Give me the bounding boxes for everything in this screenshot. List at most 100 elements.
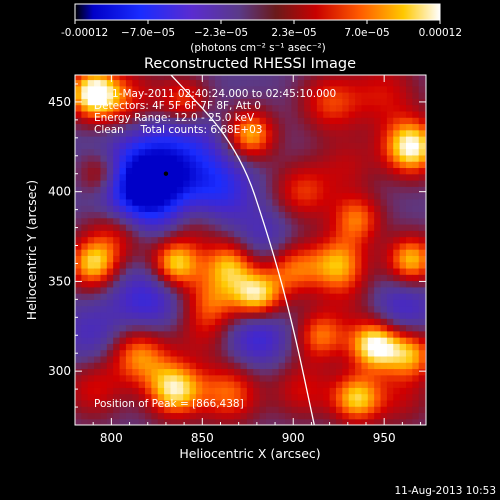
heatmap-cell [329, 136, 337, 143]
heatmap-cell [412, 98, 420, 106]
heatmap-cell [323, 110, 331, 118]
heatmap-cell [323, 198, 331, 206]
heatmap-cell [412, 293, 420, 300]
heatmap-cell [304, 311, 312, 319]
heatmap-cell [361, 406, 369, 414]
heatmap-cell [386, 349, 394, 357]
heatmap-cell [75, 205, 82, 213]
heatmap-cell [151, 75, 159, 81]
heatmap-cell [202, 173, 210, 181]
heatmap-cell [259, 92, 267, 99]
heatmap-cell [183, 136, 191, 143]
heatmap-cell [278, 362, 286, 370]
heatmap-cell [183, 117, 191, 125]
heatmap-cell [355, 129, 363, 137]
heatmap-cell [176, 186, 184, 194]
heatmap-cell [399, 368, 407, 376]
heatmap-cell [285, 79, 293, 87]
heatmap-cell [367, 324, 375, 332]
heatmap-cell [316, 123, 324, 131]
heatmap-cell [119, 368, 127, 376]
heatmap-cell [304, 324, 312, 332]
heatmap-cell [227, 217, 235, 225]
heatmap-cell [386, 293, 394, 300]
heatmap-cell [361, 280, 369, 288]
heatmap-cell [234, 92, 242, 99]
heatmap-cell [304, 129, 312, 137]
heatmap-cell [208, 75, 216, 81]
heatmap-cell [240, 205, 248, 213]
heatmap-cell [285, 311, 293, 319]
heatmap-cell [259, 161, 267, 169]
heatmap-cell [240, 117, 248, 125]
heatmap-cell [221, 343, 229, 351]
colorbar-units: (photons cm⁻² s⁻¹ asec⁻²) [190, 42, 325, 54]
heatmap-cell [355, 255, 363, 263]
heatmap-cell [399, 230, 407, 238]
heatmap-cell [342, 299, 350, 307]
heatmap-cell [138, 230, 146, 238]
heatmap-cell [297, 117, 305, 125]
heatmap-cell [145, 205, 152, 213]
heatmap-cell [81, 211, 89, 219]
heatmap-cell [393, 406, 401, 414]
heatmap-cell [272, 236, 280, 244]
heatmap-cell [157, 110, 165, 118]
heatmap-cell [170, 280, 178, 288]
heatmap-cell [310, 324, 318, 332]
heatmap-cell [215, 148, 223, 156]
heatmap-cell [418, 92, 426, 99]
heatmap-cell [253, 374, 261, 382]
heatmap-cell [386, 299, 394, 307]
heatmap-cell [304, 399, 312, 407]
heatmap-cell [183, 355, 191, 363]
heatmap-cell [208, 117, 216, 125]
heatmap-cell [170, 167, 178, 175]
heatmap-cell [399, 305, 407, 313]
heatmap-cell [380, 117, 388, 125]
heatmap-cell [265, 104, 273, 112]
heatmap-cell [355, 198, 363, 206]
heatmap-cell [240, 85, 248, 93]
heatmap-cell [106, 98, 114, 106]
heatmap-cell [272, 280, 280, 288]
heatmap-cell [234, 167, 242, 175]
heatmap-cell [297, 75, 305, 81]
heatmap-cell [106, 418, 114, 425]
solar-limb-line [170, 75, 315, 425]
heatmap-cell [361, 293, 369, 300]
heatmap-cell [189, 255, 197, 263]
heatmap-cell [202, 249, 210, 256]
heatmap-cell [374, 79, 382, 87]
heatmap-cell [189, 198, 197, 206]
heatmap-cell [278, 381, 286, 388]
heatmap-cell [323, 161, 331, 169]
heatmap-cell [208, 255, 216, 263]
heatmap-cell [151, 286, 159, 294]
heatmap-cell [100, 242, 108, 250]
heatmap-cell [94, 92, 102, 99]
heatmap-cell [87, 267, 95, 275]
heatmap-cell [151, 192, 159, 200]
heatmap-cell [259, 280, 267, 288]
heatmap-cell [393, 117, 401, 125]
heatmap-cell [304, 349, 312, 357]
heatmap-cell [285, 280, 293, 288]
heatmap-cell [202, 280, 210, 288]
heatmap-cell [234, 280, 242, 288]
heatmap-cell [246, 355, 254, 363]
heatmap-cell [253, 142, 261, 150]
heatmap-cell [94, 349, 102, 357]
heatmap-cell [329, 299, 337, 307]
heatmap-cell [240, 98, 248, 106]
heatmap-cell [87, 104, 95, 112]
colorbar-tick-label: −2.3e−05 [194, 27, 248, 39]
heatmap-cell [157, 305, 165, 313]
heatmap-cell [157, 249, 165, 256]
heatmap-cell [418, 381, 426, 388]
heatmap-cell [125, 362, 133, 370]
heatmap-cell [151, 249, 159, 256]
heatmap-cell [215, 117, 223, 125]
heatmap-cell [100, 148, 108, 156]
heatmap-cell [348, 75, 356, 81]
